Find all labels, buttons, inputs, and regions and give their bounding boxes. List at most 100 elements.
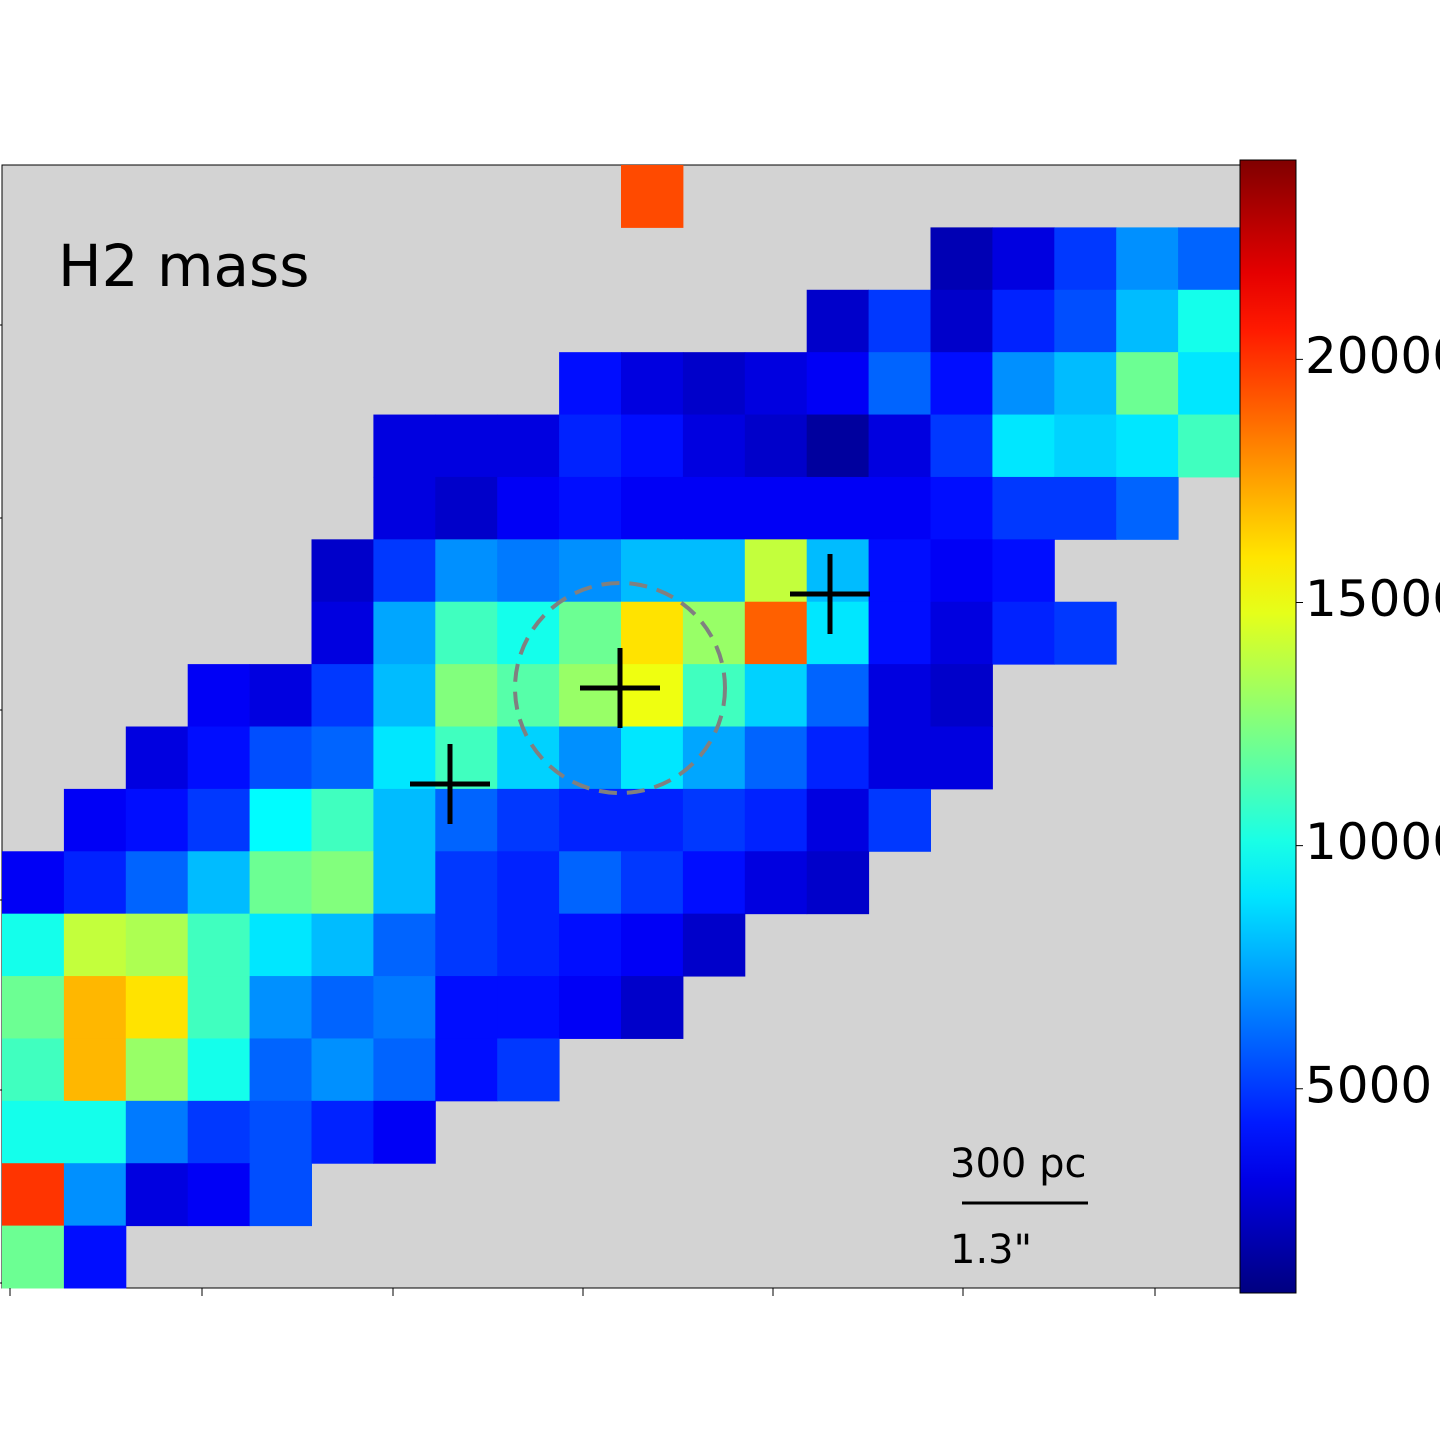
heatmap-cell	[559, 913, 622, 977]
heatmap-cell	[497, 476, 560, 540]
heatmap-cell	[744, 664, 808, 727]
heatmap-cell	[682, 726, 746, 790]
heatmap-cell	[868, 414, 931, 478]
heatmap-cell	[435, 976, 498, 1039]
heatmap-cell	[868, 289, 931, 353]
heatmap-cell	[868, 726, 931, 790]
aperture-circle	[513, 581, 727, 795]
heatmap-cell	[868, 352, 931, 416]
heatmap-cell	[744, 788, 808, 852]
heatmap-cell	[373, 476, 436, 540]
heatmap-cell	[744, 851, 808, 915]
heatmap-cell	[435, 726, 498, 790]
heatmap-cell	[187, 726, 251, 790]
heatmap-cell	[559, 476, 622, 540]
heatmap-cell	[621, 165, 684, 228]
heatmap-cell	[63, 913, 127, 977]
heatmap-cell	[806, 414, 870, 478]
heatmap-cell	[621, 788, 684, 852]
heatmap-cell	[1116, 289, 1179, 353]
heatmap-cell	[559, 851, 622, 915]
heatmap-cell	[249, 976, 312, 1039]
heatmap-cell	[373, 539, 436, 603]
heatmap-cell	[435, 913, 498, 977]
markers	[410, 554, 870, 824]
heatmap-cell	[373, 851, 436, 915]
heatmap-cell	[373, 664, 436, 727]
heatmap-cell	[744, 352, 808, 416]
heatmap-cell	[868, 664, 931, 727]
heatmap-cell	[806, 664, 870, 727]
heatmap-cell	[559, 726, 622, 790]
heatmap-cell	[63, 976, 127, 1039]
heatmap-cell	[497, 976, 560, 1039]
heatmap-cell	[125, 788, 189, 852]
heatmap-cell	[930, 352, 993, 416]
heatmap-cell	[187, 788, 251, 852]
heatmap-cell	[249, 1100, 312, 1164]
heatmap-cell	[435, 851, 498, 915]
heatmap-cell	[682, 352, 746, 416]
heatmap-cell	[249, 726, 312, 790]
heatmap-cell	[1178, 289, 1241, 353]
heatmap-cell	[992, 227, 1055, 291]
heatmap-cell	[435, 539, 498, 603]
heatmap-cell	[373, 601, 436, 665]
heatmap-cell	[311, 788, 374, 852]
scale-bar-label: 300 pc	[950, 1141, 1086, 1187]
heatmap-cell	[435, 664, 498, 727]
heatmap-cell	[559, 539, 622, 603]
heatmap-cell	[621, 539, 684, 603]
heatmap-cell	[249, 664, 312, 727]
heatmap-cell	[1116, 414, 1179, 478]
heatmap-cell	[744, 414, 808, 478]
heatmap-cell	[682, 788, 746, 852]
heatmap-cell	[992, 476, 1055, 540]
heatmap-cell	[992, 539, 1055, 603]
colorbar-tick-label: 10000	[1305, 813, 1440, 871]
heatmap-cell	[2, 913, 65, 977]
heatmap-cell	[373, 726, 436, 790]
heatmap-cell	[187, 1100, 251, 1164]
colorbar	[1239, 159, 1297, 1294]
heatmap-cell	[930, 289, 993, 353]
heatmap-cell	[559, 601, 622, 665]
heatmap	[2, 165, 1241, 1289]
heatmap-cell	[621, 851, 684, 915]
heatmap-cell	[744, 601, 808, 665]
heatmap-cell	[311, 726, 374, 790]
heatmap-cell	[249, 913, 312, 977]
heatmap-cell	[125, 851, 189, 915]
heatmap-cell	[2, 851, 65, 915]
heatmap-cell	[311, 851, 374, 915]
heatmap-cell	[311, 539, 374, 603]
heatmap-cell	[1116, 227, 1179, 291]
heatmap-cell	[187, 851, 251, 915]
heatmap-cell	[373, 788, 436, 852]
colorbar-tick-label: 15000	[1305, 570, 1440, 628]
heatmap-cell	[559, 788, 622, 852]
heatmap-cell	[621, 976, 684, 1039]
heatmap-cell	[63, 1225, 127, 1289]
heatmap-cell	[2, 976, 65, 1039]
heatmap-cell	[930, 476, 993, 540]
heatmap-cell	[497, 601, 560, 665]
heatmap-cell	[682, 851, 746, 915]
heatmap-cell	[559, 976, 622, 1039]
heatmap-cell	[435, 414, 498, 478]
heatmap-cell	[497, 664, 560, 727]
heatmap-cell	[1054, 289, 1117, 353]
heatmap-cell	[435, 788, 498, 852]
heatmap-cell	[311, 1100, 374, 1164]
heatmap-cell	[1178, 352, 1241, 416]
heatmap-cell	[621, 352, 684, 416]
heatmap-cell	[682, 539, 746, 603]
colorbar-tick-label: 5000	[1305, 1056, 1432, 1114]
heatmap-cell	[2, 1163, 65, 1227]
heatmap-cell	[1178, 414, 1241, 478]
heatmap-cell	[373, 1100, 436, 1164]
heatmap-cell	[435, 476, 498, 540]
heatmap-cell	[2, 1225, 65, 1289]
heatmap-cell	[249, 851, 312, 915]
heatmap-cell	[311, 976, 374, 1039]
